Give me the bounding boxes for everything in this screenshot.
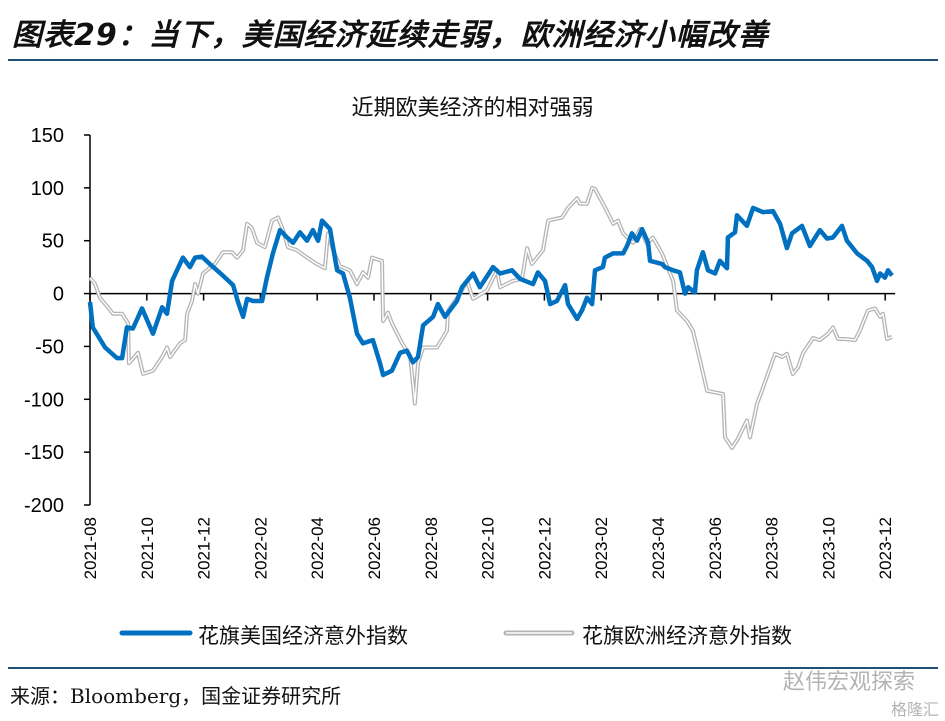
- legend-label-us: 花旗美国经济意外指数: [198, 624, 408, 648]
- y-tick-label: 50: [42, 231, 64, 253]
- series-eu-line-inner: [89, 187, 893, 449]
- x-tick-label: 2022-10: [479, 517, 498, 579]
- series-us-line: [87, 205, 894, 378]
- chart-title: 近期欧美经济的相对强弱: [351, 96, 594, 121]
- x-tick-label: 2021-10: [138, 517, 157, 579]
- x-tick-label: 2023-02: [592, 517, 611, 579]
- y-tick-label: 100: [31, 178, 64, 200]
- x-tick-label: 2022-12: [535, 517, 554, 579]
- x-tick-label: 2023-10: [819, 517, 838, 579]
- top-rule: [8, 59, 938, 61]
- y-tick-label: -200: [24, 495, 64, 517]
- y-tick-label: -150: [24, 442, 64, 464]
- legend-label-eu: 花旗欧洲经济意外指数: [582, 624, 792, 648]
- x-tick-label: 2021-12: [195, 517, 214, 579]
- y-tick-label: 150: [31, 125, 64, 147]
- watermark: 赵伟宏观探索: [782, 670, 915, 695]
- figure-title: 图表29：当下，美国经济延续走弱，欧洲经济小幅改善: [12, 18, 769, 53]
- x-tick-label: 2021-08: [81, 517, 100, 579]
- y-tick-label: 0: [53, 284, 64, 306]
- watermark-sub: 格隆汇: [890, 700, 939, 719]
- x-tick-label: 2023-04: [649, 517, 668, 579]
- x-tick-label: 2022-04: [308, 517, 327, 579]
- x-tick-label: 2022-08: [422, 517, 441, 579]
- y-tick-label: -100: [24, 389, 64, 411]
- y-tick-label: -50: [35, 336, 64, 358]
- bottom-rule: [8, 667, 938, 669]
- x-tick-label: 2023-12: [876, 517, 895, 579]
- x-tick-label: 2022-06: [365, 517, 384, 579]
- x-tick-label: 2023-06: [706, 517, 725, 579]
- source-note: 来源：Bloomberg，国金证券研究所: [10, 684, 342, 708]
- x-tick-label: 2023-08: [763, 517, 782, 579]
- series-eu-line: [88, 185, 893, 450]
- x-tick-label: 2022-02: [251, 517, 270, 579]
